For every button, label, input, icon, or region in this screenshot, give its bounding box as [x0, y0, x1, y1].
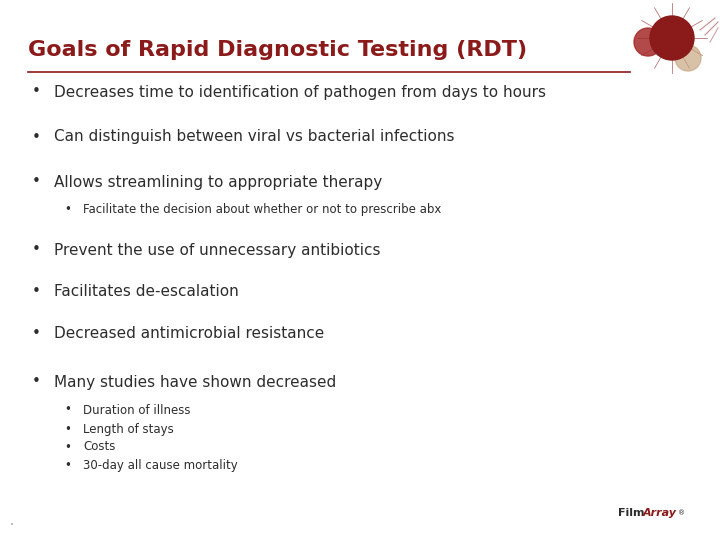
- Text: Prevent the use of unnecessary antibiotics: Prevent the use of unnecessary antibioti…: [54, 242, 380, 258]
- Text: •: •: [65, 403, 71, 416]
- Text: •: •: [32, 326, 40, 341]
- Text: Facilitate the decision about whether or not to prescribe abx: Facilitate the decision about whether or…: [83, 204, 441, 217]
- Text: Array: Array: [643, 508, 677, 518]
- Text: •: •: [10, 522, 14, 528]
- Text: Facilitates de-escalation: Facilitates de-escalation: [54, 285, 239, 300]
- Text: •: •: [32, 375, 40, 389]
- Text: Length of stays: Length of stays: [83, 422, 174, 435]
- Text: •: •: [32, 84, 40, 99]
- Text: Duration of illness: Duration of illness: [83, 403, 191, 416]
- Circle shape: [675, 45, 701, 71]
- Text: Decreases time to identification of pathogen from days to hours: Decreases time to identification of path…: [54, 84, 546, 99]
- Text: •: •: [32, 174, 40, 190]
- Circle shape: [650, 16, 694, 60]
- Text: •: •: [32, 242, 40, 258]
- Text: •: •: [65, 204, 71, 217]
- Text: •: •: [32, 285, 40, 300]
- Text: Costs: Costs: [83, 441, 115, 454]
- Text: •: •: [65, 422, 71, 435]
- Text: •: •: [32, 130, 40, 145]
- Text: Can distinguish between viral vs bacterial infections: Can distinguish between viral vs bacteri…: [54, 130, 454, 145]
- Text: Film: Film: [618, 508, 644, 518]
- Circle shape: [634, 28, 662, 56]
- Text: 30-day all cause mortality: 30-day all cause mortality: [83, 458, 238, 471]
- Text: Decreased antimicrobial resistance: Decreased antimicrobial resistance: [54, 326, 324, 341]
- Text: •: •: [65, 441, 71, 454]
- Text: Many studies have shown decreased: Many studies have shown decreased: [54, 375, 336, 389]
- Text: ®: ®: [678, 510, 685, 516]
- Text: Allows streamlining to appropriate therapy: Allows streamlining to appropriate thera…: [54, 174, 382, 190]
- Text: •: •: [65, 458, 71, 471]
- Text: Goals of Rapid Diagnostic Testing (RDT): Goals of Rapid Diagnostic Testing (RDT): [28, 40, 527, 60]
